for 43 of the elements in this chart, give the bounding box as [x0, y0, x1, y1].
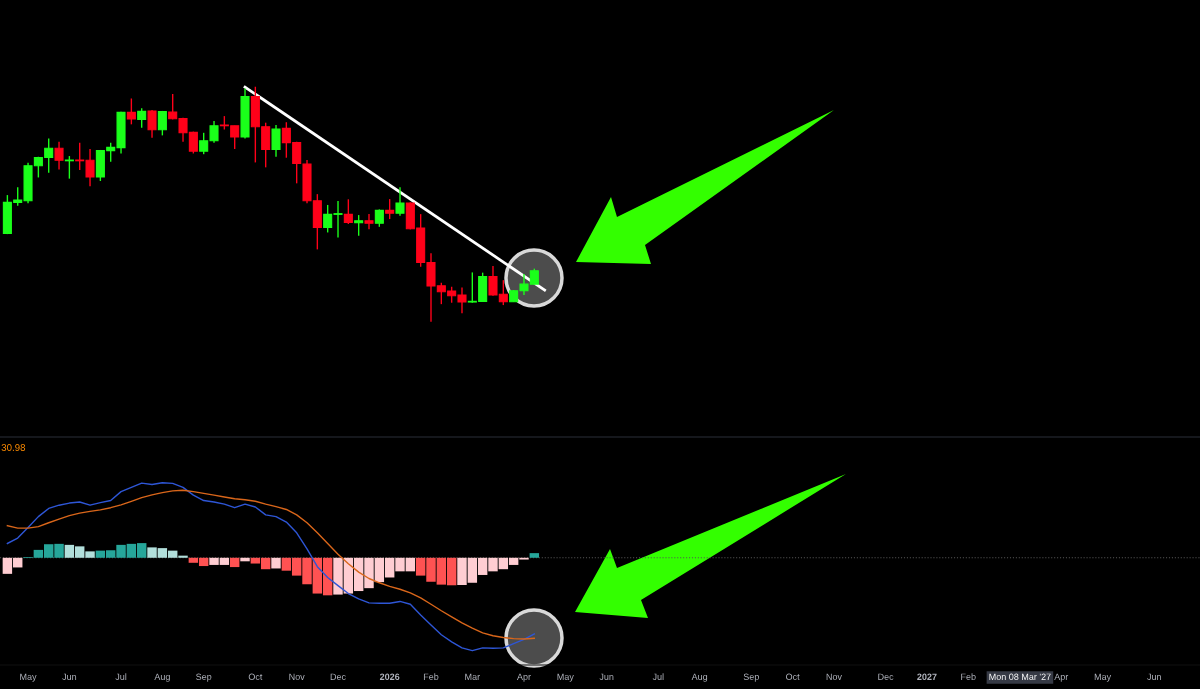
x-tick-label: Mar — [465, 673, 480, 680]
x-tick-label: Oct — [786, 673, 800, 680]
bar — [529, 553, 540, 558]
x-tick-label: Aug — [691, 673, 708, 682]
candlestick — [385, 198, 395, 220]
x-tick-label: Nov — [289, 673, 305, 680]
candlestick — [137, 107, 147, 129]
x-tick-label: Aug — [154, 673, 170, 682]
x-tick-label: Apr — [1054, 673, 1069, 682]
candlestick — [64, 155, 74, 180]
x-tick-label: 2027 — [917, 673, 937, 680]
candlestick — [147, 109, 157, 139]
candlestick — [395, 186, 405, 217]
x-tick-label: Nov — [826, 673, 842, 680]
x-tick-label: Dec — [330, 673, 346, 680]
x-tick-label: Jul — [652, 673, 664, 680]
x-tick-label: Oct — [248, 673, 263, 680]
bar — [271, 557, 281, 569]
x-tick-label: Jun — [1147, 673, 1161, 680]
candlestick — [343, 198, 353, 225]
candlestick — [271, 124, 281, 158]
x-tick-label: Apr — [516, 673, 531, 682]
x-tick-label: May — [557, 673, 574, 682]
candlestick — [157, 110, 167, 137]
candlestick — [354, 214, 364, 237]
x-tick-label: May — [1094, 673, 1112, 682]
text: 30.98 — [1, 444, 26, 451]
x-tick-label: Jul — [115, 673, 127, 680]
x-tick-label: Feb — [423, 673, 439, 680]
bar — [229, 557, 240, 568]
x-tick-label: Sep — [743, 673, 759, 682]
bar — [240, 557, 250, 562]
x-tick-label: Jun — [62, 673, 77, 680]
candlestick — [54, 141, 64, 171]
candlestick — [364, 213, 374, 230]
x-tick-label: 2026 — [379, 673, 400, 680]
x-tick-label: Jun — [599, 673, 614, 680]
x-tick-label: May — [20, 673, 37, 682]
candlestick — [126, 97, 136, 126]
x-tick-label: Dec — [878, 673, 894, 680]
x-tick-label: Mon 08 Mar '27 — [989, 673, 1051, 680]
x-tick-label: Feb — [961, 673, 976, 680]
x-tick-label: Sep — [196, 673, 212, 682]
